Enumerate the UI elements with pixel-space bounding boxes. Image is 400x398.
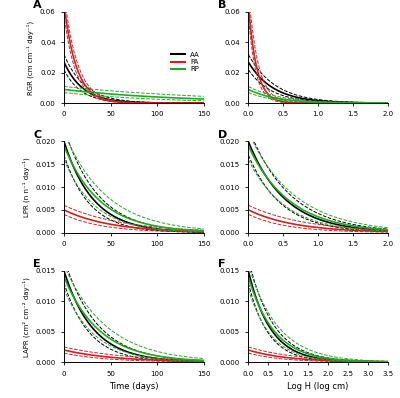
Y-axis label: LAPR (cm² cm⁻² day⁻¹): LAPR (cm² cm⁻² day⁻¹)	[22, 277, 30, 357]
Legend: AA, PA, RP: AA, PA, RP	[171, 52, 200, 72]
Text: D: D	[218, 130, 227, 140]
Y-axis label: RGR (cm cm⁻¹ day⁻¹): RGR (cm cm⁻¹ day⁻¹)	[27, 20, 34, 95]
Text: E: E	[33, 259, 41, 269]
Y-axis label: LPR (n n⁻¹ day⁻¹): LPR (n n⁻¹ day⁻¹)	[22, 157, 30, 217]
Text: A: A	[33, 0, 42, 10]
X-axis label: Log H (log cm): Log H (log cm)	[288, 382, 349, 391]
Text: B: B	[218, 0, 226, 10]
Text: F: F	[218, 259, 225, 269]
Text: C: C	[33, 130, 42, 140]
X-axis label: Time (days): Time (days)	[109, 382, 158, 391]
